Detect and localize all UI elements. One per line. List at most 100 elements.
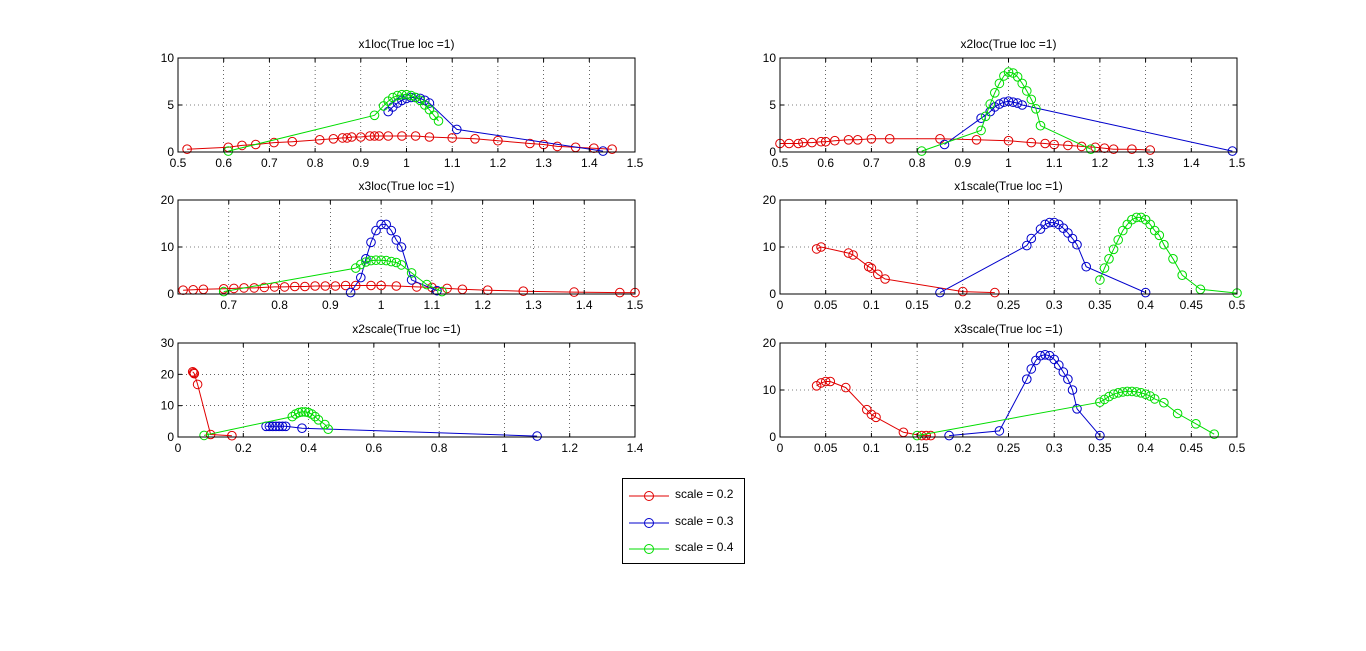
data-point-marker	[852, 135, 863, 145]
data-point-marker	[493, 135, 503, 146]
data-point-marker	[452, 124, 462, 135]
data-point-marker	[841, 382, 851, 393]
data-point-marker	[816, 378, 826, 388]
data-point-marker	[1044, 217, 1055, 228]
data-point-marker	[784, 138, 794, 149]
x-tick-label: 0.45	[1180, 298, 1204, 312]
data-point-marker	[371, 225, 381, 236]
x-tick-label: 0.1	[863, 298, 880, 312]
data-point-marker	[912, 430, 922, 441]
series-line-scale-0.2	[183, 285, 635, 294]
y-tick-label: 20	[763, 193, 777, 207]
chart-panel-2: 0.5 0.6 0.7 0.8 0.9 1 1.1 1.2 1.3 1.4 1.5 0 5 10 x2loc…	[763, 37, 1246, 170]
data-point-marker	[432, 285, 442, 296]
data-point-marker	[1072, 404, 1082, 414]
data-point-marker	[381, 219, 392, 230]
data-point-marker	[1026, 233, 1037, 244]
data-point-marker	[1017, 78, 1028, 89]
data-point-marker	[297, 423, 307, 434]
data-point-marker	[356, 132, 366, 142]
data-point-marker	[397, 89, 407, 100]
legend-label-scale-0-3: scale = 0.3	[675, 514, 734, 528]
data-point-marker	[935, 287, 945, 298]
data-point-marker	[182, 144, 192, 154]
data-point-marker	[376, 280, 386, 291]
x-tick-label: 1.2	[474, 298, 491, 312]
data-point-marker	[371, 255, 381, 266]
data-point-marker	[424, 98, 435, 108]
data-point-marker	[1063, 140, 1073, 151]
data-point-marker	[1040, 138, 1050, 149]
y-tick-label: 0	[769, 287, 776, 301]
x-tick-label: 1.4	[627, 441, 644, 455]
x-tick-label: 1.3	[1137, 156, 1154, 170]
data-point-marker	[1072, 239, 1082, 250]
y-tick-label: 10	[763, 240, 777, 254]
data-point-marker	[1159, 397, 1169, 408]
data-point-marker	[369, 110, 380, 121]
data-point-marker	[820, 376, 831, 387]
data-point-marker	[598, 146, 608, 156]
data-point-marker	[396, 260, 407, 270]
data-point-marker	[271, 421, 281, 432]
chart-title: x1loc(True loc =1)	[359, 37, 455, 51]
data-point-marker	[229, 283, 239, 294]
data-point-marker	[1122, 386, 1133, 397]
data-point-marker	[264, 421, 275, 432]
data-point-marker	[1113, 235, 1123, 245]
data-point-marker	[1136, 388, 1146, 398]
data-point-marker	[388, 92, 398, 103]
data-point-marker	[615, 287, 625, 298]
y-tick-label: 0	[769, 145, 776, 159]
x-tick-label: 0.2	[235, 441, 252, 455]
data-point-marker	[866, 263, 877, 273]
data-point-marker	[340, 280, 351, 291]
data-point-marker	[410, 92, 421, 103]
data-point-marker	[1127, 386, 1137, 397]
data-point-marker	[1031, 104, 1041, 114]
y-tick-label: 20	[161, 367, 175, 381]
legend-item-scale-0-3: scale = 0.3	[623, 512, 744, 532]
data-point-marker	[944, 430, 954, 441]
data-point-marker	[356, 272, 366, 283]
y-tick-label: 10	[763, 383, 777, 397]
data-point-marker	[1040, 350, 1050, 360]
data-point-marker	[1022, 86, 1032, 96]
data-point-marker	[1145, 219, 1155, 230]
data-point-marker	[279, 282, 290, 292]
data-point-marker	[199, 430, 209, 441]
data-point-marker	[442, 283, 452, 294]
data-point-marker	[383, 131, 394, 141]
data-point-marker	[843, 248, 854, 258]
data-point-marker	[1191, 419, 1201, 429]
axes-box	[177, 342, 636, 438]
x-tick-label: 0.2	[954, 298, 971, 312]
series-line-scale-0.4	[921, 71, 1092, 152]
data-point-marker	[971, 135, 982, 145]
data-point-marker	[866, 134, 877, 144]
y-tick-label: 30	[161, 336, 175, 350]
data-point-marker	[1067, 233, 1078, 244]
data-point-marker	[437, 286, 447, 297]
legend-swatch-scale-0-3	[629, 518, 669, 528]
data-point-marker	[1140, 389, 1151, 400]
data-point-marker	[294, 407, 304, 418]
data-point-marker	[985, 99, 996, 109]
data-point-marker	[350, 280, 361, 291]
x-tick-label: 1.1	[444, 156, 461, 170]
data-point-marker	[518, 286, 529, 297]
x-tick-label: 1	[378, 298, 385, 312]
data-point-marker	[366, 255, 376, 266]
chart-title: x2loc(True loc =1)	[961, 37, 1057, 51]
data-point-marker	[337, 133, 348, 143]
data-point-marker	[884, 134, 895, 144]
data-point-marker	[310, 411, 320, 422]
data-point-marker	[866, 409, 877, 420]
y-tick-label: 0	[769, 430, 776, 444]
data-point-marker	[328, 134, 339, 144]
data-point-marker	[1095, 275, 1105, 285]
y-tick-label: 10	[763, 51, 777, 65]
data-point-marker	[356, 259, 366, 270]
data-point-marker	[1108, 389, 1119, 400]
